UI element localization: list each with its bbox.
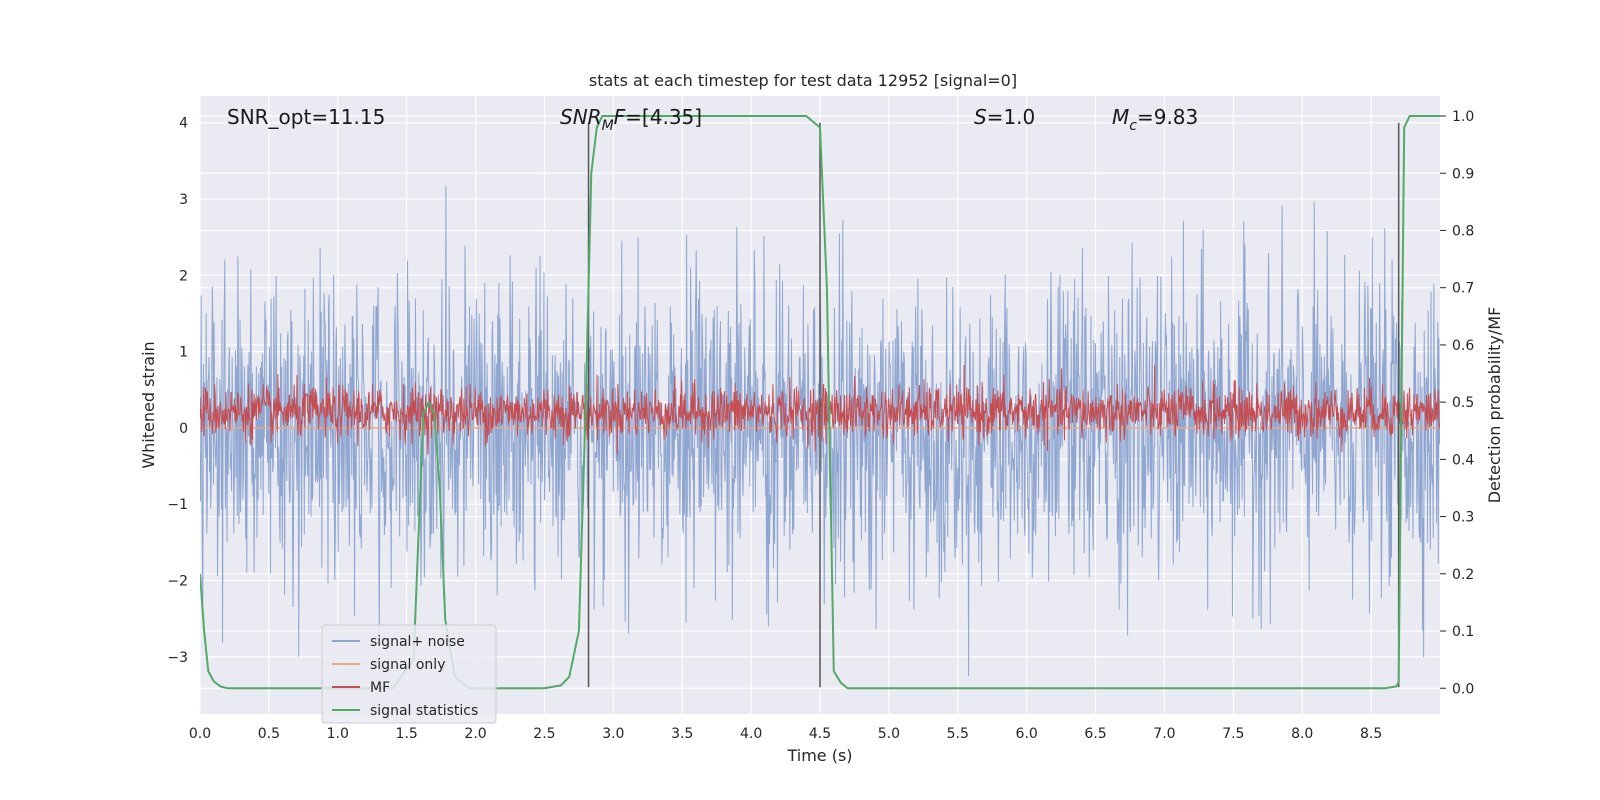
y-tick-label-right: 1.0 — [1452, 109, 1474, 125]
y-tick-label-right: 0.5 — [1452, 395, 1474, 411]
y-axis-right-label: Detection probability/MF — [1485, 307, 1504, 504]
legend-box — [321, 624, 497, 724]
y-tick-label-right: 0.9 — [1452, 166, 1474, 182]
x-tick-label: 7.0 — [1153, 726, 1175, 742]
y-ticks-right: 1.0 0.9 0.8 0.7 0.6 0.5 0.4 0.3 0.2 0.1 0.0 — [1440, 109, 1474, 697]
x-axis-label: Time (s) — [786, 746, 852, 765]
x-tick-label: 7.5 — [1222, 726, 1244, 742]
x-ticks: 0.0 0.5 1.0 1.5 2.0 2.5 3.0 3.5 4.0 4.5 5.0 5.5 6.0 6… — [189, 726, 1382, 742]
legend-label: signal+ noise — [370, 634, 465, 650]
y-tick-label-right: 0.6 — [1452, 338, 1474, 354]
chart-title: stats at each timestep for test data 129… — [589, 71, 1017, 90]
y-tick-label-right: 0.0 — [1452, 681, 1474, 697]
y-tick-label-right: 0.7 — [1452, 281, 1474, 297]
x-tick-label: 6.5 — [1084, 726, 1106, 742]
x-tick-label: 4.5 — [809, 726, 831, 742]
x-tick-label: 4.0 — [740, 726, 762, 742]
y-tick-label: −3 — [167, 650, 188, 666]
x-tick-label: 0.0 — [189, 726, 211, 742]
x-tick-label: 1.0 — [327, 726, 349, 742]
x-tick-label: 0.5 — [258, 726, 280, 742]
x-tick-label: 3.0 — [602, 726, 624, 742]
y-tick-label-right: 0.8 — [1452, 223, 1474, 239]
x-tick-label: 8.0 — [1291, 726, 1313, 742]
y-tick-label-right: 0.4 — [1452, 452, 1474, 468]
y-axis-label: Whitened strain — [139, 341, 158, 468]
annotation-mc-value: Mc=9.83 — [1112, 105, 1198, 134]
y-tick-label-right: 0.1 — [1452, 624, 1474, 640]
x-tick-label: 1.5 — [396, 726, 418, 742]
y-tick-label: 3 — [179, 192, 188, 208]
legend: signal+ noise signal only MF signal statist… — [321, 624, 497, 724]
x-tick-label: 8.5 — [1360, 726, 1382, 742]
legend-label: MF — [370, 680, 390, 696]
annotation-snr-opt: SNR_opt=11.15 — [227, 105, 385, 129]
legend-label: signal only — [370, 657, 445, 673]
x-tick-label: 2.5 — [533, 726, 555, 742]
annotation-snr-mf: SNRMF=[4.35] — [560, 105, 702, 134]
x-tick-label: 5.5 — [947, 726, 969, 742]
x-tick-label: 2.0 — [464, 726, 486, 742]
x-tick-label: 3.5 — [671, 726, 693, 742]
y-tick-label: 0 — [179, 421, 188, 437]
y-tick-label: 4 — [179, 116, 188, 132]
y-tick-label-right: 0.2 — [1452, 567, 1474, 583]
y-tick-label: 1 — [179, 345, 188, 361]
annotation-s-value: S=1.0 — [974, 105, 1035, 129]
y-tick-label: −2 — [167, 573, 188, 589]
legend-label: signal statistics — [370, 703, 478, 719]
x-tick-label: 5.0 — [878, 726, 900, 742]
y-tick-label-right: 0.3 — [1452, 510, 1474, 526]
x-tick-label: 6.0 — [1016, 726, 1038, 742]
y-ticks: 4 3 2 1 0 −1 −2 −3 — [167, 116, 188, 666]
y-tick-label: −1 — [167, 497, 188, 513]
y-tick-label: 2 — [179, 268, 188, 284]
